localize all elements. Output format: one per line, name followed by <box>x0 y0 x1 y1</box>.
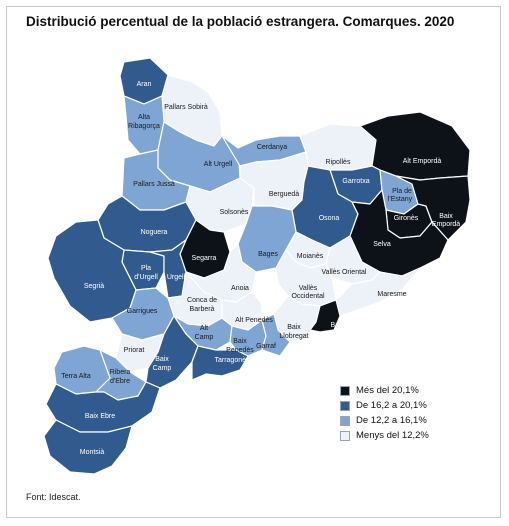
region-label-baix-penedes: Penedès <box>226 347 254 354</box>
region-label-cerdanya: Cerdanya <box>257 144 287 151</box>
region-label-alta-ribagorca: Alta <box>138 114 150 121</box>
region-barcelones <box>309 299 341 333</box>
region-label-pallars-jussa: Pallars Jussà <box>133 181 175 188</box>
region-label-alt-emporda: Alt Empordà <box>403 158 442 165</box>
region-label-baix-penedes: Baix <box>233 338 247 345</box>
region-label-barcelones: Barcelonès <box>330 322 366 329</box>
region-label-urgell: Urgell <box>167 274 186 281</box>
legend-swatch <box>340 430 350 441</box>
legend-label: Menys del 12,2% <box>356 430 429 441</box>
region-label-pla-d-urgell: Pla <box>141 265 151 272</box>
region-label-segria: Segrià <box>84 283 104 290</box>
region-label-montsia: Montsià <box>80 449 105 456</box>
region-label-valles-occidental: Vallès <box>299 285 318 292</box>
region-label-alt-camp: Camp <box>195 334 214 341</box>
region-label-alt-urgell: Alt Urgell <box>204 161 233 168</box>
legend-label: De 16,2 a 20,1% <box>356 400 427 411</box>
region-label-segarra: Segarra <box>192 255 217 262</box>
region-label-selva: Selva <box>373 241 391 248</box>
region-label-priorat: Priorat <box>124 347 145 354</box>
region-label-pla-de-l-estany: Pla de <box>392 188 412 195</box>
region-label-maresme: Maresme <box>377 291 406 298</box>
region-label-baix-camp: Camp <box>153 365 172 372</box>
region-label-pla-d-urgell: d'Urgell <box>134 274 158 281</box>
legend-item: Més del 20,1% <box>340 383 429 398</box>
region-label-garrigues: Garrigues <box>127 308 158 315</box>
legend-item: De 16,2 a 20,1% <box>340 398 429 413</box>
region-label-ripolles: Ripollès <box>326 159 351 166</box>
region-label-conca-de-barbera: Conca de <box>187 297 217 304</box>
region-label-baix-llobregat: Llobregat <box>279 333 308 340</box>
region-label-ribera-d-ebre: Ribera <box>110 369 131 376</box>
region-label-solsones: Solsonès <box>220 209 249 216</box>
region-label-valles-oriental: Vallès Oriental <box>321 269 366 276</box>
region-label-baix-ebre: Baix Ebre <box>85 413 115 420</box>
region-label-conca-de-barbera: Barberà <box>190 306 215 313</box>
region-label-baix-emporda: Empordà <box>432 221 461 228</box>
region-label-terra-alta: Terra Alta <box>61 373 91 380</box>
region-garraf <box>261 313 291 357</box>
legend-item: Menys del 12,2% <box>340 428 429 443</box>
region-label-bergueda: Berguedà <box>269 191 299 198</box>
region-label-baix-llobregat: Baix <box>287 324 301 331</box>
legend-swatch <box>340 400 350 411</box>
map-title: Distribució percentual de la població es… <box>26 14 455 29</box>
region-label-alt-camp: Alt <box>200 325 208 332</box>
region-label-pallars-sobira: Pallars Sobirà <box>164 104 208 111</box>
source-note: Font: Idescat. <box>26 492 81 502</box>
region-label-garraf: Garraf <box>256 343 276 350</box>
region-label-garrotxa: Garrotxa <box>342 178 369 185</box>
region-label-tarragones: Tarragonès <box>214 357 250 364</box>
region-label-baix-camp: Baix <box>155 356 169 363</box>
legend-label: Més del 20,1% <box>356 385 419 396</box>
legend-swatch <box>340 415 350 426</box>
legend-label: De 12,2 a 16,1% <box>356 415 427 426</box>
region-label-anoia: Anoia <box>231 285 249 292</box>
region-label-noguera: Noguera <box>141 229 168 236</box>
legend-swatch <box>340 385 350 396</box>
legend: Més del 20,1% De 16,2 a 20,1% De 12,2 a … <box>340 383 429 443</box>
region-label-alt-penedes: Alt Penedès <box>235 317 273 324</box>
legend-item: De 12,2 a 16,1% <box>340 413 429 428</box>
region-valles-occidental <box>275 249 337 307</box>
region-label-alta-ribagorca: Ribagorça <box>128 123 160 130</box>
region-tarragones <box>191 345 249 381</box>
region-label-osona: Osona <box>319 215 340 222</box>
region-label-girones: Gironès <box>394 215 419 222</box>
region-label-bages: Bages <box>258 251 278 258</box>
region-label-aran: Aran <box>137 81 152 88</box>
region-label-valles-occidental: Occidental <box>291 293 325 300</box>
region-label-ribera-d-ebre: d'Ebre <box>110 378 130 385</box>
region-label-baix-emporda: Baix <box>439 213 453 220</box>
region-montsia <box>43 419 133 475</box>
region-label-pla-de-l-estany: l'Estany <box>388 196 413 203</box>
region-label-moianes: Moianès <box>297 253 324 260</box>
